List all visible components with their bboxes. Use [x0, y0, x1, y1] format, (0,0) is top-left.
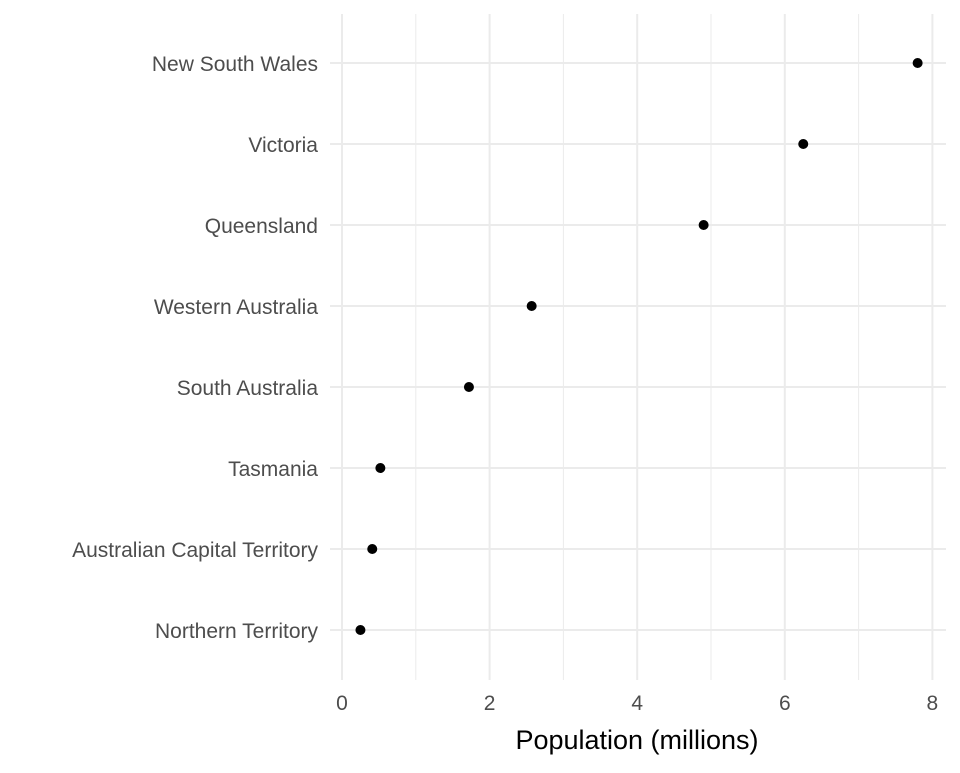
- x-tick-label: 0: [336, 692, 348, 715]
- y-tick-label: Tasmania: [228, 458, 318, 481]
- y-tick-labels: New South Wales Victoria Queensland Western…: [72, 53, 318, 643]
- y-tick-label: Victoria: [248, 134, 318, 157]
- data-point: [912, 58, 923, 68]
- x-tick-label: 2: [484, 692, 496, 715]
- data-point: [463, 382, 474, 392]
- x-tick-label: 4: [631, 692, 643, 715]
- x-tick-label: 6: [779, 692, 791, 715]
- data-point: [698, 220, 709, 230]
- y-tick-label: Queensland: [205, 215, 318, 238]
- y-tick-label: Western Australia: [154, 296, 319, 319]
- y-tick-label: New South Wales: [152, 53, 318, 76]
- data-point: [367, 544, 378, 554]
- grid: [330, 14, 946, 680]
- x-tick-labels: 0 2 4 6 8: [336, 692, 938, 715]
- data-points: [355, 58, 923, 635]
- x-axis-title: Population (millions): [515, 725, 758, 755]
- y-tick-label: South Australia: [177, 377, 319, 400]
- x-tick-label: 8: [927, 692, 939, 715]
- data-point: [526, 301, 537, 311]
- data-point: [355, 625, 366, 635]
- y-tick-label: Australian Capital Territory: [72, 539, 318, 562]
- data-point: [798, 139, 809, 149]
- y-tick-label: Northern Territory: [155, 620, 318, 643]
- data-point: [375, 463, 386, 473]
